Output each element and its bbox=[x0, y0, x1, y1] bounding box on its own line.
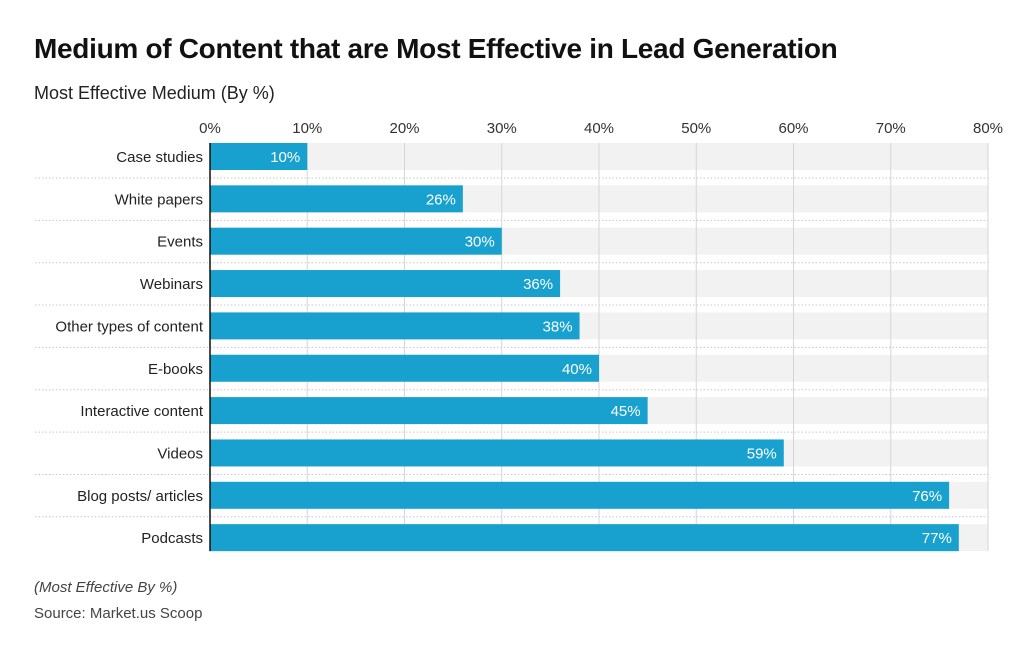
category-label: Webinars bbox=[140, 276, 203, 293]
bar bbox=[210, 354, 599, 382]
x-tick-label: 60% bbox=[778, 120, 808, 137]
data-label: 36% bbox=[523, 276, 553, 293]
bar bbox=[210, 481, 950, 509]
data-label: 77% bbox=[922, 530, 952, 547]
data-label: 45% bbox=[611, 403, 641, 420]
x-tick-label: 10% bbox=[292, 120, 322, 137]
bar bbox=[210, 227, 502, 255]
chart-title: Medium of Content that are Most Effectiv… bbox=[34, 33, 838, 64]
data-label: 30% bbox=[465, 234, 495, 251]
category-label: Events bbox=[157, 234, 203, 251]
chart-source: Source: Market.us Scoop bbox=[34, 605, 203, 622]
bar bbox=[210, 397, 648, 425]
bar bbox=[210, 439, 784, 467]
category-label: Other types of content bbox=[55, 318, 203, 335]
category-label: Podcasts bbox=[141, 530, 203, 547]
x-tick-label: 0% bbox=[199, 120, 221, 137]
x-tick-label: 80% bbox=[973, 120, 1003, 137]
category-label: Interactive content bbox=[80, 403, 203, 420]
chart-note: (Most Effective By %) bbox=[34, 579, 178, 596]
bar bbox=[210, 143, 308, 170]
x-tick-label: 40% bbox=[584, 120, 614, 137]
bar bbox=[210, 185, 463, 213]
bar bbox=[210, 312, 580, 340]
data-label: 26% bbox=[426, 191, 456, 208]
data-label: 40% bbox=[562, 361, 592, 378]
x-tick-label: 30% bbox=[487, 120, 517, 137]
x-tick-label: 20% bbox=[389, 120, 419, 137]
chart-subtitle: Most Effective Medium (By %) bbox=[34, 83, 275, 103]
category-label: Blog posts/ articles bbox=[77, 488, 203, 505]
data-label: 76% bbox=[912, 488, 942, 505]
data-label: 10% bbox=[270, 149, 300, 166]
x-tick-label: 50% bbox=[681, 120, 711, 137]
category-label: Videos bbox=[157, 445, 203, 462]
category-label: White papers bbox=[115, 191, 203, 208]
bar bbox=[210, 270, 561, 298]
x-tick-label: 70% bbox=[876, 120, 906, 137]
category-label: Case studies bbox=[116, 149, 203, 166]
bar bbox=[210, 524, 959, 552]
data-label: 59% bbox=[747, 445, 777, 462]
category-label: E-books bbox=[148, 361, 203, 378]
data-label: 38% bbox=[543, 318, 573, 335]
